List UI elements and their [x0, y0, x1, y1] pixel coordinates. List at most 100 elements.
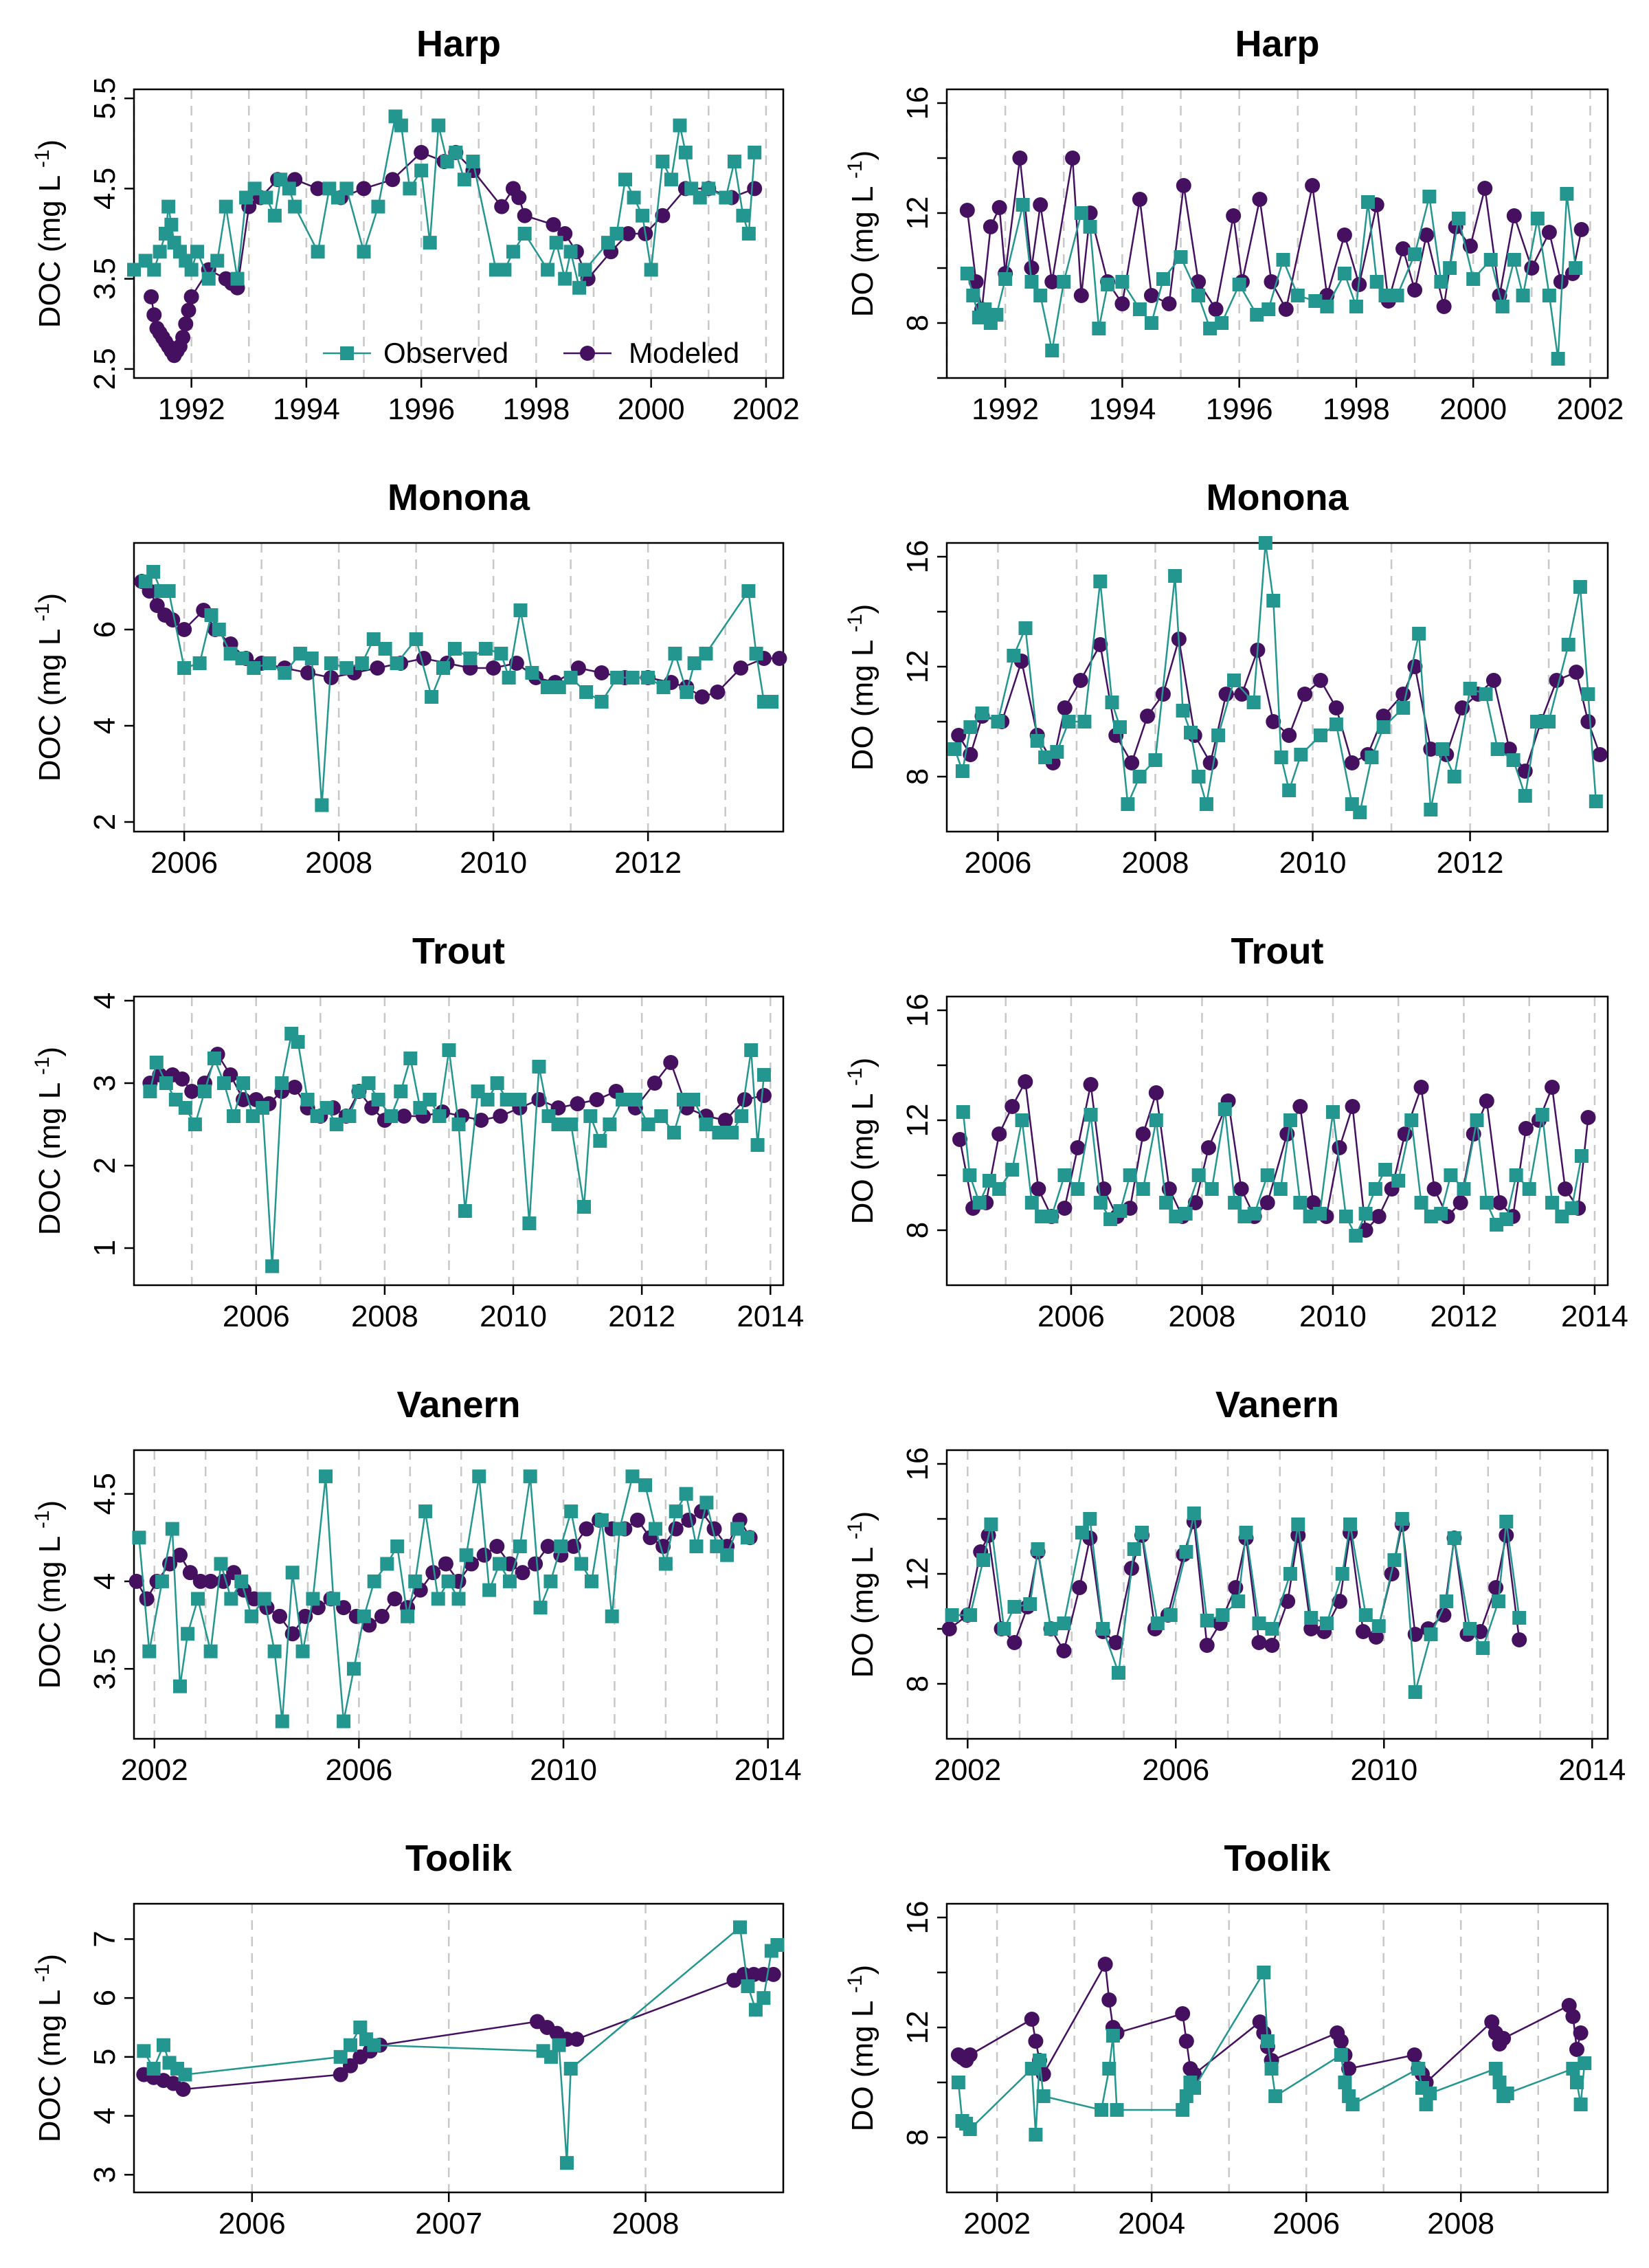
observed-point [572, 280, 587, 295]
y-tick-label: 4 [88, 1573, 122, 1590]
observed-point [1509, 1168, 1523, 1182]
y-axis-label: DO (mg L -1) [844, 151, 879, 318]
modeled-point [1259, 1195, 1275, 1210]
y-tick-label: 8 [901, 2129, 934, 2146]
observed-point [291, 1035, 305, 1049]
observed-point [1378, 1163, 1393, 1177]
observed-point [625, 1469, 640, 1484]
observed-point [451, 1592, 466, 1606]
observed-point [1015, 1113, 1029, 1127]
modeled-point [1419, 227, 1435, 243]
observed-point [1365, 751, 1379, 764]
observed-point [1412, 627, 1426, 641]
observed-point [625, 671, 640, 685]
observed-point [1092, 322, 1106, 335]
observed-point [736, 208, 750, 223]
y-tick-label: 4.5 [88, 168, 122, 210]
observed-point [1499, 1212, 1514, 1226]
observed-point [408, 1574, 423, 1588]
modeled-point [1492, 1195, 1507, 1210]
modeled-point [203, 1573, 218, 1589]
observed-point [1135, 1526, 1149, 1539]
x-tick-label: 2006 [964, 846, 1031, 880]
plot-frame [945, 1902, 1609, 2194]
observed-point [1491, 1594, 1505, 1608]
modeled-point [531, 1092, 547, 1107]
observed-point [1149, 1113, 1163, 1127]
observed-point [699, 647, 713, 660]
observed-point [165, 1522, 179, 1536]
observed-point [532, 1060, 546, 1074]
y-tick-label: 8 [901, 768, 934, 785]
observed-point [1083, 220, 1097, 234]
panel-monona-do: Monona 2006 2008 2010 2012 8 12 16 DO (mg L -1) [844, 477, 1609, 880]
observed-point [1566, 2062, 1580, 2076]
observed-point [245, 1609, 259, 1623]
modeled-point [183, 289, 199, 304]
observed-point [447, 642, 462, 656]
modeled-point [1028, 2034, 1044, 2049]
legend: Observed Modeled [323, 337, 739, 369]
observed-point [235, 652, 249, 665]
observed-point [378, 642, 392, 656]
y-tick-label: 3 [88, 1075, 122, 1091]
observed-point [593, 1134, 607, 1148]
observed-point [578, 263, 592, 277]
modeled-point [416, 651, 431, 666]
observed-point [544, 2049, 559, 2064]
observed-point [1227, 674, 1242, 687]
modeled-point [706, 1521, 722, 1537]
observed-point [506, 245, 520, 259]
modeled-series-line [150, 151, 755, 357]
modeled-point [414, 144, 429, 160]
data-layer [136, 1920, 785, 2170]
modeled-point [1092, 637, 1108, 652]
observed-point [576, 1200, 591, 1214]
y-tick-label: 6 [88, 1990, 122, 2006]
observed-point [1435, 742, 1450, 756]
modeled-point [374, 1608, 390, 1624]
observed-point [137, 2044, 151, 2058]
x-tick-label: 2010 [1350, 1753, 1417, 1787]
modeled-point [184, 1084, 200, 1099]
modeled-point [579, 1521, 594, 1537]
observed-point [436, 661, 450, 675]
observed-point [1390, 289, 1404, 302]
y-axis-label: DOC (mg L -1) [31, 140, 67, 328]
panel-title: Vanern [396, 1384, 520, 1425]
observed-point [741, 1979, 755, 1993]
observed-point [584, 1574, 598, 1588]
observed-point [177, 661, 192, 675]
modeled-point [473, 1113, 489, 1128]
modeled-point [1073, 288, 1089, 303]
modeled-point [1252, 192, 1268, 207]
modeled-point [1266, 714, 1281, 729]
observed-point [552, 680, 566, 694]
y-axis-label-text: DOC (mg L [33, 1528, 67, 1689]
observed-point [1304, 1611, 1319, 1625]
observed-point [540, 680, 554, 694]
observed-point [1320, 300, 1334, 313]
observed-point [293, 647, 307, 660]
observed-point [371, 1093, 385, 1107]
y-tick-label: 7 [88, 1931, 122, 1947]
observed-point [579, 685, 594, 699]
observed-point [756, 1068, 771, 1082]
legend-modeled-label: Modeled [629, 337, 739, 369]
observed-point [1264, 2062, 1279, 2076]
modeled-point [476, 1547, 492, 1563]
observed-point [1083, 1512, 1097, 1526]
observed-point [1168, 569, 1182, 583]
modeled-point [1057, 1201, 1073, 1216]
observed-point [1200, 1614, 1214, 1627]
modeled-point [594, 665, 609, 680]
observed-point [719, 190, 733, 205]
observed-point [1187, 2081, 1202, 2095]
observed-point [431, 118, 446, 133]
observed-point [256, 1101, 270, 1115]
observed-point [1391, 1174, 1406, 1188]
observed-point [414, 164, 429, 178]
modeled-point [1580, 714, 1596, 729]
modeled-point [438, 1556, 453, 1572]
panel-toolik-doc: Toolik 2006 2007 2008 3 4 5 6 7 DOC (mg L -1) [31, 1838, 785, 2241]
